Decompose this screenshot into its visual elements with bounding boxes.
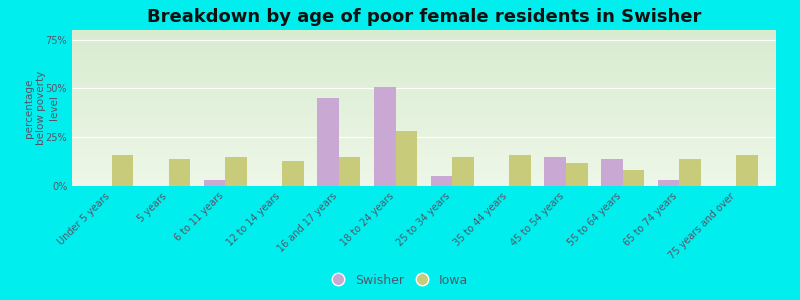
Bar <box>204 180 226 186</box>
Bar <box>169 159 190 186</box>
Bar <box>226 157 247 186</box>
Bar <box>396 131 417 186</box>
Bar <box>658 180 679 186</box>
Bar <box>452 157 474 186</box>
Bar <box>374 86 396 186</box>
Bar <box>339 157 361 186</box>
Bar <box>566 163 587 186</box>
Bar <box>679 159 701 186</box>
Title: Breakdown by age of poor female residents in Swisher: Breakdown by age of poor female resident… <box>147 8 701 26</box>
Bar <box>601 159 622 186</box>
Bar <box>509 155 530 186</box>
Bar <box>622 170 644 186</box>
Bar <box>282 161 304 186</box>
Bar <box>318 98 339 186</box>
Bar <box>736 155 758 186</box>
Bar <box>544 157 566 186</box>
Bar <box>112 155 134 186</box>
Y-axis label: percentage
below poverty
level: percentage below poverty level <box>24 71 58 145</box>
Bar <box>431 176 452 186</box>
Legend: Swisher, Iowa: Swisher, Iowa <box>328 270 472 291</box>
